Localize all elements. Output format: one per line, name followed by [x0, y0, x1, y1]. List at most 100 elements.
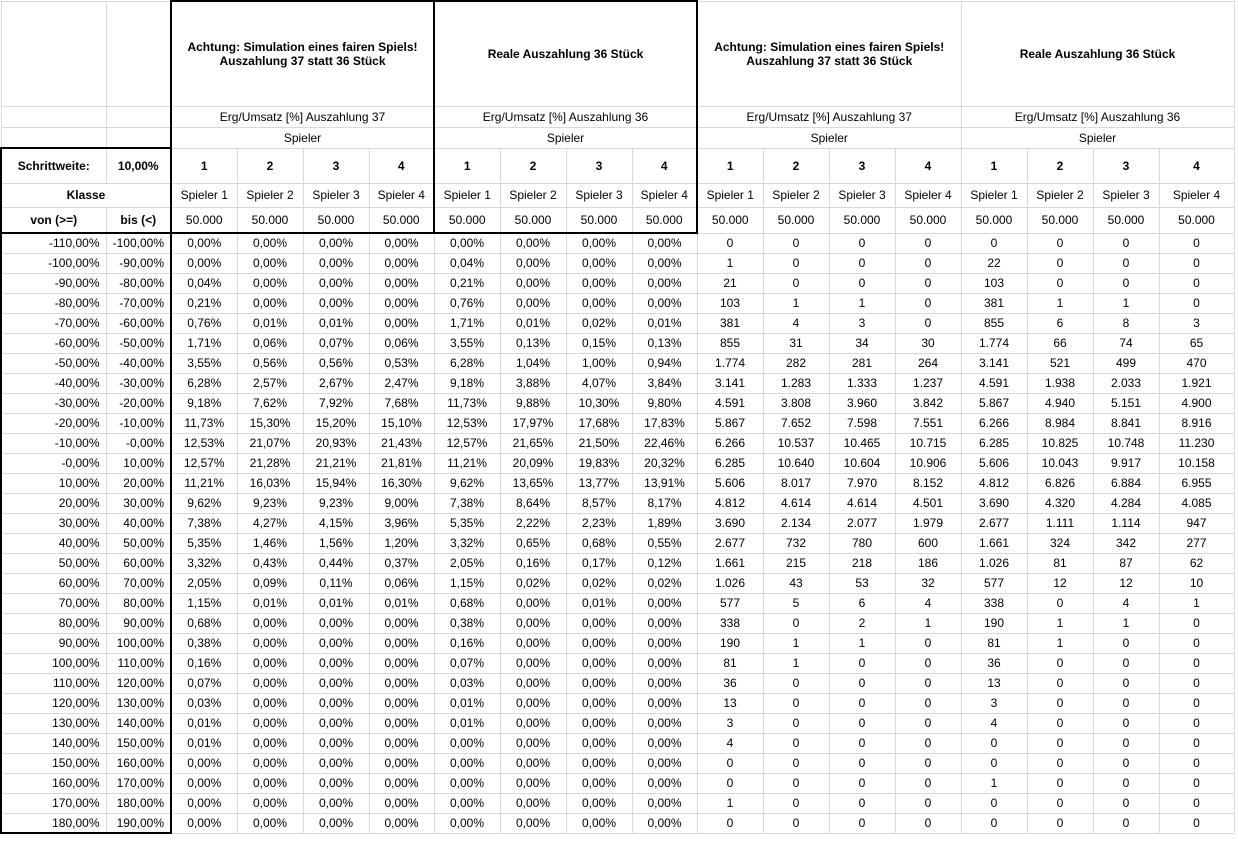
count-cell[interactable]: 1.661 — [960, 532, 1028, 554]
count-cell[interactable]: 0 — [762, 612, 830, 634]
class-from-cell[interactable]: 110,00% — [0, 672, 107, 694]
cell-empty[interactable] — [0, 126, 107, 149]
percent-cell[interactable]: 0,00% — [368, 312, 435, 334]
count-cell[interactable]: 1 — [1026, 632, 1094, 654]
class-to-cell[interactable]: 70,00% — [105, 572, 172, 594]
count-cell[interactable]: 0 — [828, 232, 896, 254]
percent-cell[interactable]: 17,97% — [499, 412, 567, 434]
count-cell[interactable]: 0 — [894, 732, 962, 754]
percent-cell[interactable]: 0,00% — [236, 292, 304, 314]
count-cell[interactable]: 13 — [696, 692, 764, 714]
percent-cell[interactable]: 0,00% — [631, 292, 698, 314]
percent-cell[interactable]: 0,00% — [631, 612, 698, 634]
percent-cell[interactable]: 0,00% — [433, 812, 501, 834]
percent-cell[interactable]: 9,18% — [170, 392, 238, 414]
percent-cell[interactable]: 0,53% — [368, 352, 435, 374]
count-cell[interactable]: 1 — [894, 612, 962, 634]
count-cell[interactable]: 9.917 — [1092, 452, 1160, 474]
percent-cell[interactable]: 9,00% — [368, 492, 435, 514]
class-from-cell[interactable]: 130,00% — [0, 712, 107, 734]
percent-cell[interactable]: 0,16% — [433, 632, 501, 654]
percent-cell[interactable]: 5,35% — [433, 512, 501, 534]
percent-cell[interactable]: 9,62% — [170, 492, 238, 514]
count-cell[interactable]: 3.808 — [762, 392, 830, 414]
percent-cell[interactable]: 11,21% — [170, 472, 238, 494]
percent-cell[interactable]: 0,00% — [499, 752, 567, 774]
percent-cell[interactable]: 0,00% — [368, 792, 435, 814]
count-cell[interactable]: 0 — [960, 732, 1028, 754]
klasse-header[interactable]: Klasse — [0, 182, 172, 208]
percent-cell[interactable]: 0,06% — [368, 572, 435, 594]
von-header[interactable]: von (>=) — [0, 206, 107, 234]
count-cell[interactable]: 0 — [1026, 592, 1094, 614]
percent-cell[interactable]: 21,28% — [236, 452, 304, 474]
percent-cell[interactable]: 0,00% — [368, 752, 435, 774]
percent-cell[interactable]: 21,50% — [565, 432, 633, 454]
count-cell[interactable]: 4.614 — [762, 492, 830, 514]
percent-cell[interactable]: 0,11% — [302, 572, 370, 594]
cell-empty[interactable] — [0, 0, 107, 107]
percent-cell[interactable]: 0,00% — [631, 652, 698, 674]
cell-empty[interactable] — [105, 0, 172, 107]
count-cell[interactable]: 32 — [894, 572, 962, 594]
count-cell[interactable]: 577 — [696, 592, 764, 614]
percent-cell[interactable]: 0,01% — [433, 712, 501, 734]
percent-cell[interactable]: 4,07% — [565, 372, 633, 394]
count-cell[interactable]: 8.984 — [1026, 412, 1094, 434]
player-name-4-2[interactable]: Spieler 2 — [1026, 182, 1094, 208]
percent-cell[interactable]: 11,73% — [170, 412, 238, 434]
percent-cell[interactable]: 0,00% — [302, 772, 370, 794]
percent-cell[interactable]: 0,44% — [302, 552, 370, 574]
umsatz-3-4[interactable]: 50.000 — [894, 206, 962, 234]
percent-cell[interactable]: 0,00% — [631, 592, 698, 614]
percent-cell[interactable]: 2,57% — [236, 372, 304, 394]
count-cell[interactable]: 4 — [894, 592, 962, 614]
count-cell[interactable]: 103 — [696, 292, 764, 314]
percent-cell[interactable]: 0,00% — [302, 292, 370, 314]
count-cell[interactable]: 0 — [1158, 792, 1235, 814]
percent-cell[interactable]: 0,00% — [499, 272, 567, 294]
percent-cell[interactable]: 0,13% — [499, 332, 567, 354]
count-cell[interactable]: 780 — [828, 532, 896, 554]
class-from-cell[interactable]: 30,00% — [0, 512, 107, 534]
percent-cell[interactable]: 0,07% — [433, 652, 501, 674]
count-cell[interactable]: 0 — [762, 272, 830, 294]
count-cell[interactable]: 0 — [894, 652, 962, 674]
percent-cell[interactable]: 9,62% — [433, 472, 501, 494]
count-cell[interactable]: 0 — [1026, 252, 1094, 274]
percent-cell[interactable]: 3,55% — [433, 332, 501, 354]
percent-cell[interactable]: 0,00% — [302, 692, 370, 714]
count-cell[interactable]: 2 — [828, 612, 896, 634]
class-to-cell[interactable]: -90,00% — [105, 252, 172, 274]
percent-cell[interactable]: 8,17% — [631, 492, 698, 514]
count-cell[interactable]: 381 — [696, 312, 764, 334]
percent-cell[interactable]: 0,00% — [565, 792, 633, 814]
count-cell[interactable]: 218 — [828, 552, 896, 574]
count-cell[interactable]: 0 — [762, 692, 830, 714]
count-cell[interactable]: 8 — [1092, 312, 1160, 334]
percent-cell[interactable]: 15,20% — [302, 412, 370, 434]
count-cell[interactable]: 21 — [696, 272, 764, 294]
count-cell[interactable]: 0 — [696, 772, 764, 794]
percent-cell[interactable]: 0,00% — [499, 632, 567, 654]
count-cell[interactable]: 6.285 — [696, 452, 764, 474]
count-cell[interactable]: 81 — [960, 632, 1028, 654]
count-cell[interactable]: 0 — [1026, 712, 1094, 734]
percent-cell[interactable]: 0,00% — [368, 612, 435, 634]
count-cell[interactable]: 0 — [1158, 232, 1235, 254]
percent-cell[interactable]: 0,16% — [499, 552, 567, 574]
player-number-4-4[interactable]: 4 — [1158, 147, 1235, 184]
percent-cell[interactable]: 0,00% — [368, 692, 435, 714]
percent-cell[interactable]: 0,02% — [565, 572, 633, 594]
count-cell[interactable]: 0 — [894, 812, 962, 834]
count-cell[interactable]: 4 — [696, 732, 764, 754]
count-cell[interactable]: 3 — [1158, 312, 1235, 334]
count-cell[interactable]: 0 — [1092, 272, 1160, 294]
count-cell[interactable]: 0 — [828, 692, 896, 714]
count-cell[interactable]: 0 — [1158, 732, 1235, 754]
percent-cell[interactable]: 0,55% — [631, 532, 698, 554]
percent-cell[interactable]: 0,00% — [631, 272, 698, 294]
count-cell[interactable]: 0 — [1158, 812, 1235, 834]
percent-cell[interactable]: 0,00% — [170, 752, 238, 774]
count-cell[interactable]: 1.237 — [894, 372, 962, 394]
